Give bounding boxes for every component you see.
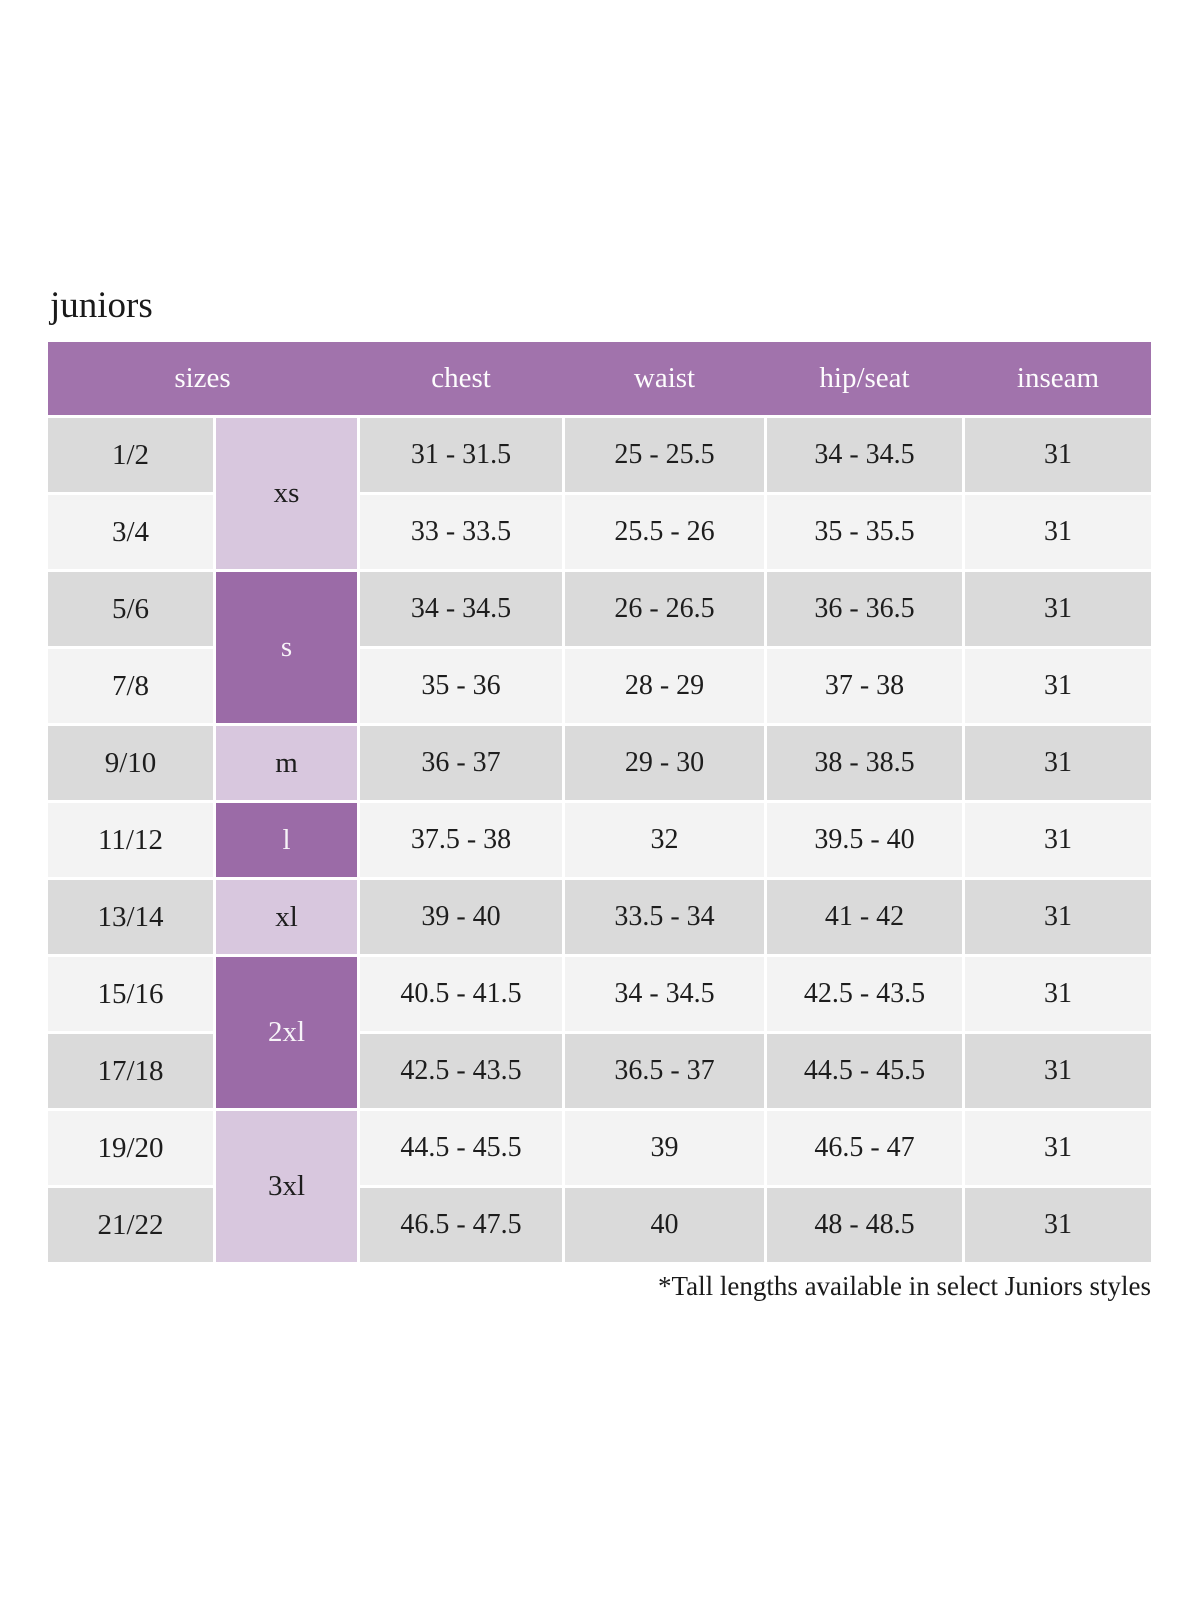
- waist-cell: 39: [565, 1111, 764, 1185]
- inseam-cell: 31: [965, 880, 1151, 954]
- chest-cell: 33 - 33.5: [360, 495, 562, 569]
- size-number-cell: 17/18: [48, 1034, 213, 1108]
- waist-cell: 28 - 29: [565, 649, 764, 723]
- hip-seat-cell: 37 - 38: [767, 649, 962, 723]
- juniors-size-table: sizes chest waist hip/seat inseam 1/2 31 …: [48, 342, 1151, 1262]
- size-number-cell: 13/14: [48, 880, 213, 954]
- chest-cell: 44.5 - 45.5: [360, 1111, 562, 1185]
- size-letter-cell: s: [216, 572, 357, 723]
- column-header-waist: waist: [633, 362, 696, 394]
- page-title: juniors: [50, 285, 153, 326]
- waist-cell: 40: [565, 1188, 764, 1262]
- waist-cell: 29 - 30: [565, 726, 764, 800]
- hip-seat-cell: 41 - 42: [767, 880, 962, 954]
- hip-seat-cell: 38 - 38.5: [767, 726, 962, 800]
- hip-seat-cell: 39.5 - 40: [767, 803, 962, 877]
- hip-seat-cell: 34 - 34.5: [767, 418, 962, 492]
- footnote: *Tall lengths available in select Junior…: [657, 1271, 1151, 1301]
- chest-cell: 31 - 31.5: [360, 418, 562, 492]
- size-letter-cell: m: [216, 726, 357, 800]
- size-letter-cell: xl: [216, 880, 357, 954]
- inseam-cell: 31: [965, 495, 1151, 569]
- size-number-cell: 7/8: [48, 649, 213, 723]
- column-header-sizes: sizes: [174, 362, 231, 394]
- size-number-cell: 11/12: [48, 803, 213, 877]
- size-number-cell: 9/10: [48, 726, 213, 800]
- column-header-inseam: inseam: [1016, 362, 1100, 394]
- waist-cell: 33.5 - 34: [565, 880, 764, 954]
- chest-cell: 35 - 36: [360, 649, 562, 723]
- chest-cell: 34 - 34.5: [360, 572, 562, 646]
- size-number-cell: 21/22: [48, 1188, 213, 1262]
- inseam-cell: 31: [965, 1034, 1151, 1108]
- hip-seat-cell: 44.5 - 45.5: [767, 1034, 962, 1108]
- hip-seat-cell: 48 - 48.5: [767, 1188, 962, 1262]
- size-letter-cell: 2xl: [216, 957, 357, 1108]
- size-number-cell: 1/2: [48, 418, 213, 492]
- hip-seat-cell: 42.5 - 43.5: [767, 957, 962, 1031]
- chest-cell: 36 - 37: [360, 726, 562, 800]
- chest-cell: 40.5 - 41.5: [360, 957, 562, 1031]
- waist-cell: 34 - 34.5: [565, 957, 764, 1031]
- inseam-cell: 31: [965, 1188, 1151, 1262]
- inseam-cell: 31: [965, 1111, 1151, 1185]
- hip-seat-cell: 46.5 - 47: [767, 1111, 962, 1185]
- waist-cell: 25.5 - 26: [565, 495, 764, 569]
- inseam-cell: 31: [965, 649, 1151, 723]
- inseam-cell: 31: [965, 957, 1151, 1031]
- hip-seat-cell: 35 - 35.5: [767, 495, 962, 569]
- size-number-cell: 3/4: [48, 495, 213, 569]
- chest-cell: 39 - 40: [360, 880, 562, 954]
- size-number-cell: 15/16: [48, 957, 213, 1031]
- size-number-cell: 19/20: [48, 1111, 213, 1185]
- waist-cell: 36.5 - 37: [565, 1034, 764, 1108]
- table-header-bar: [48, 342, 1151, 415]
- size-letter-cell: xs: [216, 418, 357, 569]
- size-letter-cell: 3xl: [216, 1111, 357, 1262]
- size-number-cell: 5/6: [48, 572, 213, 646]
- inseam-cell: 31: [965, 572, 1151, 646]
- chest-cell: 46.5 - 47.5: [360, 1188, 562, 1262]
- inseam-cell: 31: [965, 726, 1151, 800]
- waist-cell: 26 - 26.5: [565, 572, 764, 646]
- column-header-hip-seat: hip/seat: [819, 362, 910, 394]
- inseam-cell: 31: [965, 418, 1151, 492]
- chest-cell: 42.5 - 43.5: [360, 1034, 562, 1108]
- column-header-chest: chest: [431, 362, 491, 394]
- hip-seat-cell: 36 - 36.5: [767, 572, 962, 646]
- inseam-cell: 31: [965, 803, 1151, 877]
- chest-cell: 37.5 - 38: [360, 803, 562, 877]
- waist-cell: 25 - 25.5: [565, 418, 764, 492]
- size-letter-cell: l: [216, 803, 357, 877]
- waist-cell: 32: [565, 803, 764, 877]
